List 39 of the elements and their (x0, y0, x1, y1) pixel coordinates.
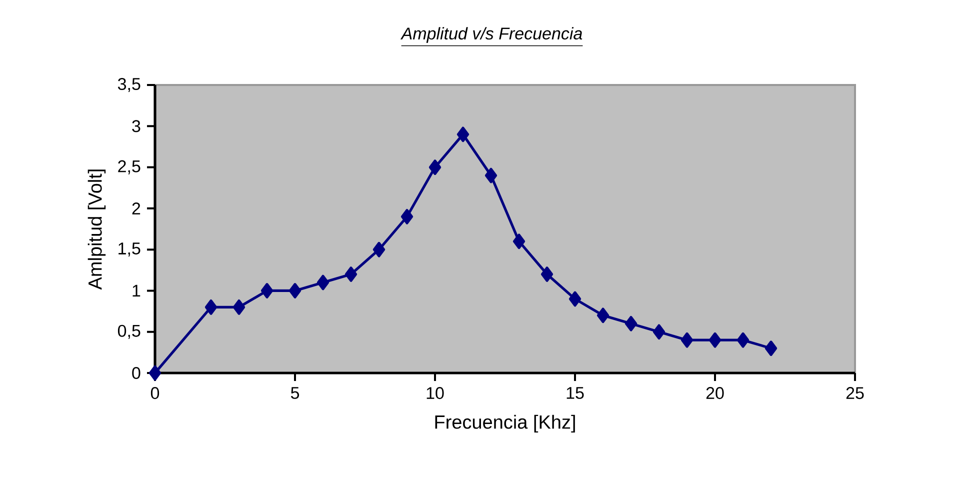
point (372, 242, 386, 258)
y-tick-label: 1,5 (118, 242, 140, 257)
point (484, 168, 498, 184)
point (260, 283, 274, 298)
y-tick-label: 3,5 (118, 78, 140, 92)
point (288, 283, 302, 298)
point (148, 365, 162, 381)
point (344, 266, 358, 282)
point (736, 332, 750, 348)
x-tick-label: 5 (290, 387, 300, 399)
point (204, 300, 218, 315)
point (512, 234, 526, 250)
point (680, 332, 694, 348)
point (764, 340, 778, 356)
y-tick-label: 0 (132, 366, 140, 380)
x-tick-label: 20 (706, 387, 724, 400)
y-tick-label: 2 (132, 202, 140, 214)
x-tick-label: 10 (426, 387, 444, 400)
point (652, 324, 666, 340)
y-tick-label: 3 (132, 120, 140, 132)
point (232, 300, 246, 315)
point (428, 160, 442, 175)
point (540, 266, 554, 282)
point (400, 208, 414, 224)
y-tick-label: 1 (132, 284, 140, 297)
x-tick-label: 15 (566, 387, 584, 399)
x-tick-label: 0 (150, 387, 160, 400)
point (568, 291, 582, 307)
point (624, 316, 638, 332)
x-tick-label: 25 (846, 387, 864, 400)
y-tick-label: 2,5 (118, 160, 140, 174)
y-tick-label: 0,5 (118, 324, 140, 339)
point (596, 308, 610, 324)
y-axis-title: Amlpitud [Volt] (88, 170, 106, 290)
chart-title: Amplitud v/s Frecuencia (400, 27, 582, 43)
point (316, 274, 330, 290)
point (708, 332, 722, 348)
point (456, 126, 470, 142)
x-axis-title: Frecuencia [Khz] (435, 414, 575, 433)
